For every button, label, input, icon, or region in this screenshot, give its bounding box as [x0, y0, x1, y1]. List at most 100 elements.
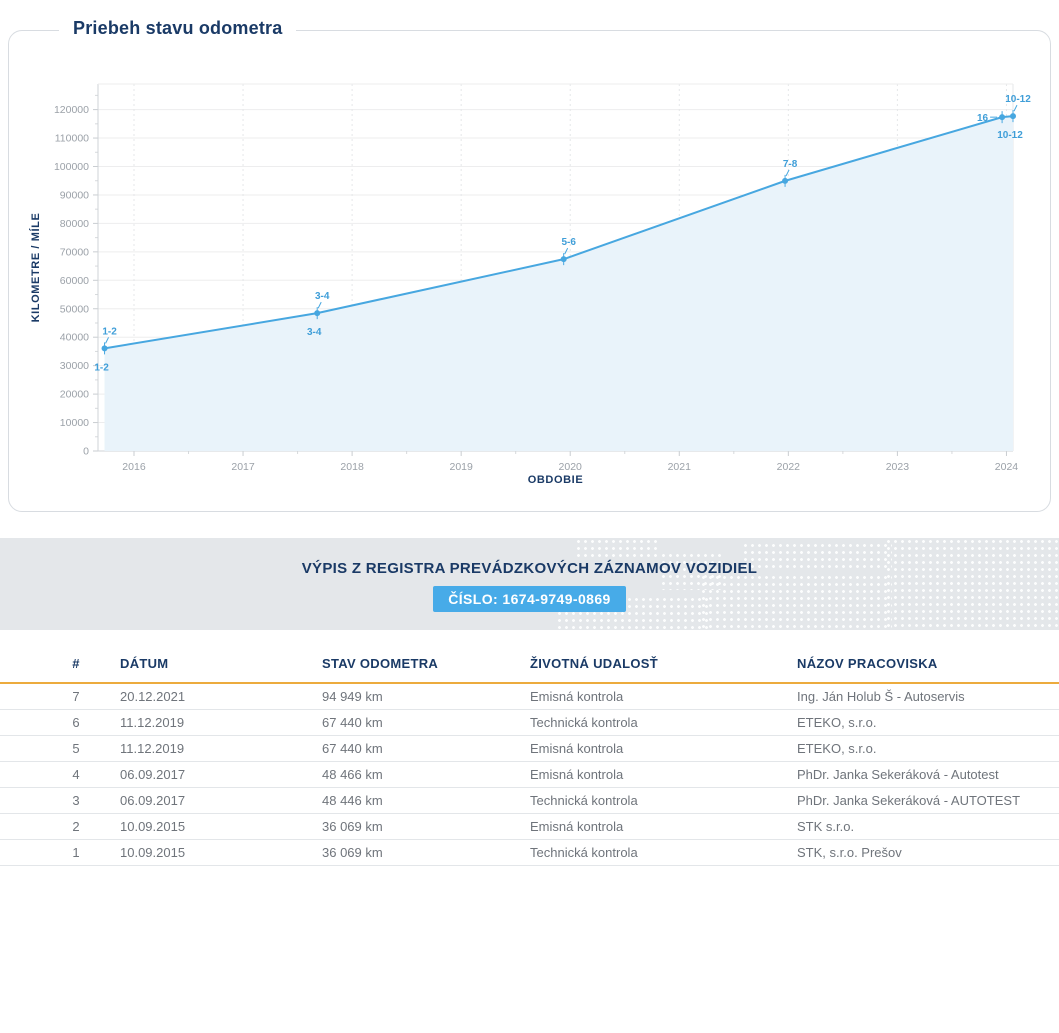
dot-map-pattern — [700, 574, 892, 630]
odometer-line-chart[interactable]: 0 10000 20000 30000 40000 50000 60000 70000 8000… — [9, 31, 1050, 489]
svg-text:2018: 2018 — [340, 461, 364, 473]
table-row: 3 06.09.2017 48 446 km Technická kontrola Ph… — [0, 787, 1059, 814]
cell-odometer: 94 949 km — [322, 683, 530, 710]
cell-date: 11.12.2019 — [120, 709, 322, 736]
cell-odometer: 48 466 km — [322, 761, 530, 788]
table-row: 2 10.09.2015 36 069 km Emisná kontrola STK s… — [0, 813, 1059, 840]
cell-odometer: 67 440 km — [322, 735, 530, 762]
col-header-date: DÁTUM — [120, 645, 322, 684]
svg-text:60000: 60000 — [60, 275, 89, 287]
register-title: VÝPIS Z REGISTRA PREVÁDZKOVÝCH ZÁZNAMOV … — [301, 560, 758, 577]
table-row: 4 06.09.2017 48 466 km Emisná kontrola PhDr.… — [0, 761, 1059, 788]
cell-row-number: 5 — [0, 735, 120, 762]
svg-text:2020: 2020 — [559, 461, 583, 473]
cell-workplace: PhDr. Janka Sekeráková - Autotest — [797, 761, 1059, 788]
chart-title: Priebeh stavu odometra — [59, 18, 297, 39]
point-label: 7-8 — [783, 159, 798, 170]
cell-life-event: Emisná kontrola — [530, 735, 797, 762]
register-banner: VÝPIS Z REGISTRA PREVÁDZKOVÝCH ZÁZNAMOV … — [0, 538, 1059, 630]
svg-text:OBDOBIE: OBDOBIE — [528, 474, 584, 486]
chart-markers[interactable] — [101, 110, 1016, 355]
point-label: 1-2 — [94, 362, 109, 373]
svg-text:40000: 40000 — [60, 332, 89, 344]
point-label: 3-4 — [307, 327, 322, 338]
point-label: 10-12 — [1005, 94, 1031, 105]
col-header-workplace: NÁZOV PRACOVISKA — [797, 645, 1059, 684]
cell-date: 10.09.2015 — [120, 813, 322, 840]
cell-workplace: ETEKO, s.r.o. — [797, 709, 1059, 736]
data-point-marker[interactable] — [1010, 113, 1016, 120]
svg-text:0: 0 — [83, 446, 89, 458]
cell-life-event: Emisná kontrola — [530, 813, 797, 840]
svg-text:2017: 2017 — [231, 461, 255, 473]
cell-workplace: Ing. Ján Holub Š - Autoservis — [797, 683, 1059, 710]
table-row: 6 11.12.2019 67 440 km Technická kontrola ET… — [0, 709, 1059, 736]
data-point-marker[interactable] — [314, 310, 321, 317]
cell-date: 06.09.2017 — [120, 787, 322, 814]
cell-life-event: Emisná kontrola — [530, 683, 797, 710]
svg-text:KILOMETRE / MÍLE: KILOMETRE / MÍLE — [29, 213, 42, 323]
point-label: 1-2 — [102, 326, 117, 337]
cell-row-number: 7 — [0, 683, 120, 710]
svg-text:120000: 120000 — [54, 104, 89, 116]
cell-odometer: 36 069 km — [322, 813, 530, 840]
svg-text:2023: 2023 — [886, 461, 910, 473]
cell-life-event: Emisná kontrola — [530, 761, 797, 788]
svg-text:2022: 2022 — [777, 461, 801, 473]
cell-workplace: ETEKO, s.r.o. — [797, 735, 1059, 762]
cell-workplace: STK s.r.o. — [797, 813, 1059, 840]
svg-text:100000: 100000 — [54, 161, 89, 173]
data-point-marker[interactable] — [101, 345, 108, 352]
dot-map-pattern — [575, 538, 657, 560]
data-point-marker[interactable] — [782, 177, 789, 184]
cell-row-number: 4 — [0, 761, 120, 788]
cell-workplace: PhDr. Janka Sekeráková - AUTOTEST — [797, 787, 1059, 814]
svg-text:10000: 10000 — [60, 417, 89, 429]
svg-text:30000: 30000 — [60, 360, 89, 372]
cell-date: 11.12.2019 — [120, 735, 322, 762]
svg-text:2024: 2024 — [995, 461, 1019, 473]
cell-odometer: 48 446 km — [322, 787, 530, 814]
cell-date: 10.09.2015 — [120, 839, 322, 866]
cell-row-number: 1 — [0, 839, 120, 866]
dot-map-pattern — [660, 552, 722, 590]
col-header-event: ŽIVOTNÁ UDALOSŤ — [530, 645, 797, 684]
cell-row-number: 6 — [0, 709, 120, 736]
table-row: 7 20.12.2021 94 949 km Emisná kontrola Ing. … — [0, 683, 1059, 710]
cell-odometer: 36 069 km — [322, 839, 530, 866]
chart-annotations: 1-2 1-2 3-4 3-4 5-6 7-8 16 10-12 10-12 — [94, 94, 1031, 373]
svg-text:110000: 110000 — [55, 133, 89, 145]
point-label: 5-6 — [561, 237, 576, 248]
cell-date: 20.12.2021 — [120, 683, 322, 710]
cell-row-number: 3 — [0, 787, 120, 814]
odometer-chart-card: Priebeh stavu odometra 0 10000 20000 30000 4… — [8, 18, 1051, 512]
point-label: 10-12 — [997, 130, 1023, 141]
svg-text:2016: 2016 — [122, 461, 146, 473]
cell-life-event: Technická kontrola — [530, 709, 797, 736]
point-label: 3-4 — [315, 291, 330, 302]
table-row: 5 11.12.2019 67 440 km Emisná kontrola ETEKO… — [0, 735, 1059, 762]
data-point-marker[interactable] — [560, 256, 567, 263]
svg-text:70000: 70000 — [60, 246, 89, 258]
chart-area-fill — [104, 116, 1013, 451]
cell-workplace: STK, s.r.o. Prešov — [797, 839, 1059, 866]
cell-row-number: 2 — [0, 813, 120, 840]
svg-text:90000: 90000 — [60, 189, 89, 201]
svg-text:50000: 50000 — [60, 303, 89, 315]
cell-life-event: Technická kontrola — [530, 839, 797, 866]
table-row: 1 10.09.2015 36 069 km Technická kontrola ST… — [0, 839, 1059, 866]
dot-map-pattern — [742, 542, 892, 570]
svg-text:80000: 80000 — [60, 218, 89, 230]
cell-date: 06.09.2017 — [120, 761, 322, 788]
svg-text:2021: 2021 — [668, 461, 692, 473]
cell-odometer: 67 440 km — [322, 709, 530, 736]
col-header-odometer: STAV ODOMETRA — [322, 645, 530, 684]
table-header-row: # DÁTUM STAV ODOMETRA ŽIVOTNÁ UDALOSŤ NÁ… — [0, 645, 1059, 684]
svg-text:2019: 2019 — [449, 461, 473, 473]
register-number-badge: ČÍSLO: 1674-9749-0869 — [433, 586, 626, 612]
dot-map-pattern — [885, 538, 1059, 630]
records-table: # DÁTUM STAV ODOMETRA ŽIVOTNÁ UDALOSŤ NÁ… — [0, 645, 1059, 866]
svg-text:20000: 20000 — [60, 389, 89, 401]
col-header-number: # — [0, 645, 120, 684]
data-point-marker[interactable] — [999, 114, 1006, 121]
